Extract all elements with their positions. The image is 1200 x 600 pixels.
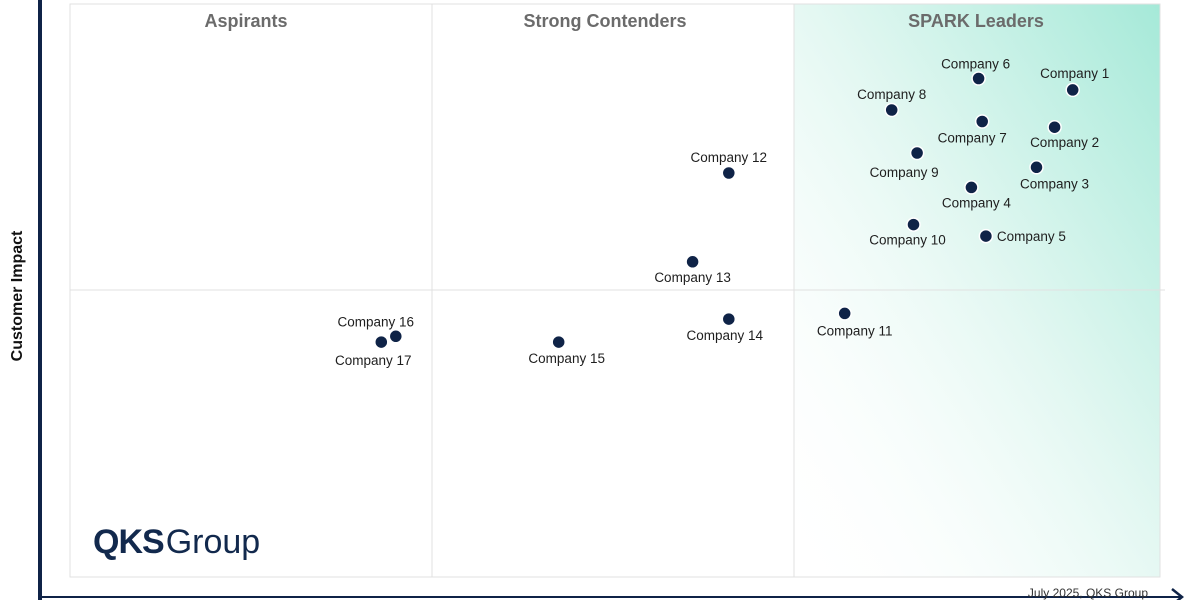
point-company-10: [906, 217, 921, 232]
point-company-13: [685, 254, 700, 270]
x-axis-arrow-icon: [1171, 588, 1185, 600]
point-label-company-7: Company 7: [938, 131, 1007, 146]
point-company-8: [884, 102, 899, 118]
point-label-company-17: Company 17: [335, 353, 412, 368]
point-company-7: [974, 114, 990, 129]
y-axis-label: Customer Impact: [9, 230, 26, 361]
quadrant-title-aspirants: Aspirants: [204, 11, 287, 31]
point-label-company-5: Company 5: [997, 229, 1066, 244]
point-label-company-12: Company 12: [691, 150, 768, 165]
point-company-9: [909, 145, 925, 161]
logo-light-text: Group: [166, 523, 261, 561]
svg-text:QKSGroup: QKSGroup: [93, 523, 260, 561]
point-label-company-1: Company 1: [1040, 66, 1109, 81]
point-label-company-6: Company 6: [941, 57, 1010, 72]
point-label-company-8: Company 8: [857, 87, 926, 102]
point-label-company-14: Company 14: [687, 328, 764, 343]
point-label-company-4: Company 4: [942, 195, 1012, 210]
point-label-company-16: Company 16: [338, 314, 415, 329]
quadrant-title-spark-leaders: SPARK Leaders: [908, 11, 1044, 31]
point-company-14: [721, 311, 737, 327]
point-company-1: [1065, 82, 1080, 98]
point-label-company-9: Company 9: [870, 165, 939, 180]
point-company-12: [721, 165, 737, 181]
point-company-5: [978, 228, 994, 244]
logo-strong-text: QKS: [93, 523, 164, 561]
point-company-4: [964, 180, 979, 195]
point-label-company-10: Company 10: [869, 233, 946, 248]
point-company-3: [1029, 160, 1044, 175]
point-company-2: [1047, 119, 1062, 135]
quadrant-title-strong-contenders: Strong Contenders: [523, 11, 686, 31]
point-company-6: [971, 71, 986, 86]
footer-note: July 2025, QKS Group: [1028, 586, 1148, 600]
point-company-15: [551, 334, 566, 350]
point-label-company-13: Company 13: [654, 270, 731, 285]
point-label-company-3: Company 3: [1020, 176, 1089, 191]
point-company-17: [374, 334, 389, 350]
point-label-company-2: Company 2: [1030, 135, 1099, 150]
point-label-company-15: Company 15: [528, 351, 605, 366]
point-company-11: [837, 306, 852, 321]
qks-group-logo: QKSGroup: [93, 523, 260, 561]
point-company-16: [388, 329, 404, 344]
point-label-company-11: Company 11: [817, 323, 893, 338]
